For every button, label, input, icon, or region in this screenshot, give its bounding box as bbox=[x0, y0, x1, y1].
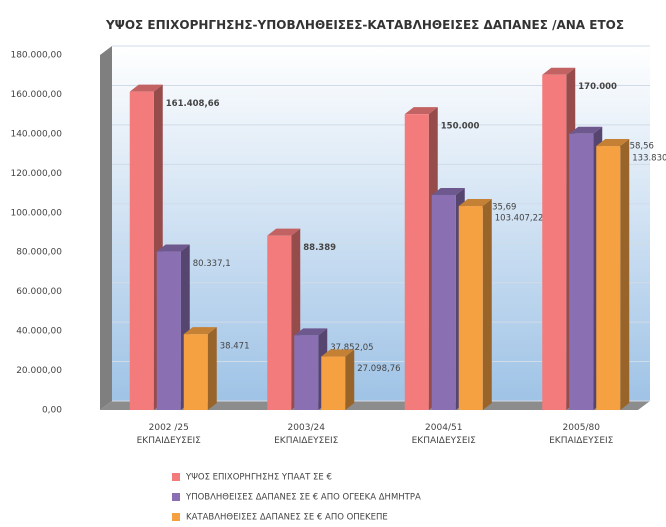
y-tick-label: 20.000,00 bbox=[16, 366, 62, 376]
back-wall bbox=[112, 46, 650, 401]
data-label: 150.000 bbox=[441, 122, 480, 132]
y-tick-label: 120.000,00 bbox=[10, 169, 62, 179]
bar-top bbox=[569, 126, 603, 134]
data-label: 27.098,76 bbox=[357, 364, 400, 374]
chart-title: ΥΨΟΣ ΕΠΙΧΟΡΗΓΗΣΗΣ-ΥΠΟΒΛΗΘΕΙΣΕΣ-ΚΑΤΑΒΛΗΘΕ… bbox=[105, 18, 625, 32]
bar bbox=[267, 235, 292, 410]
x-tick-label: 2005/80 ΕΚΠΑΙΔΕΥΣΕΙΣ bbox=[549, 423, 614, 446]
data-label: 140.058,56 bbox=[605, 141, 654, 151]
bar bbox=[596, 146, 621, 411]
data-label: 80.337,1 bbox=[193, 259, 231, 269]
bar-top bbox=[267, 228, 301, 236]
y-tick-label: 100.000,00 bbox=[10, 208, 62, 218]
data-label: 38.471 bbox=[220, 342, 250, 352]
data-label: 37.852,05 bbox=[330, 343, 373, 353]
y-tick-label: 80.000,00 bbox=[16, 248, 62, 258]
legend-swatch bbox=[172, 473, 180, 481]
bar bbox=[542, 74, 567, 410]
bar bbox=[129, 91, 154, 410]
legend-swatch bbox=[172, 493, 180, 501]
y-tick-label: 60.000,00 bbox=[16, 287, 62, 297]
legend-label: ΥΨΟΣ ΕΠΙΧΟΡΗΓΗΣΗΣ ΥΠΑΑΤ ΣΕ € bbox=[185, 473, 332, 483]
data-label: 161.408,66 bbox=[166, 99, 220, 109]
legend-label: ΚΑΤΑΒΛΗΘΕΙΣΕΣ ΔΑΠΑΝΕΣ ΣΕ € ΑΠΟ ΟΠΕΚΕΠΕ bbox=[186, 513, 388, 523]
data-label: 170.000 bbox=[578, 82, 617, 92]
bar-top bbox=[542, 67, 576, 75]
bar bbox=[183, 334, 208, 410]
bar-top bbox=[596, 139, 630, 147]
bar-top bbox=[183, 327, 217, 335]
data-label: 103.407,22 bbox=[495, 214, 544, 224]
x-tick-label: 2004/51 ΕΚΠΑΙΔΕΥΣΕΙΣ bbox=[411, 423, 476, 446]
bar-top bbox=[458, 199, 492, 207]
bar-top bbox=[431, 187, 465, 195]
data-label: 88.389 bbox=[303, 243, 336, 253]
floor bbox=[100, 401, 650, 410]
y-tick-label: 40.000,00 bbox=[16, 327, 62, 337]
y-tick-label: 0,00 bbox=[42, 406, 62, 416]
bar-top bbox=[129, 84, 163, 92]
data-label: 109.035,69 bbox=[468, 202, 517, 212]
y-tick-label: 180.000,00 bbox=[10, 51, 62, 61]
bar-side bbox=[482, 199, 492, 410]
data-label: 133.830,09 bbox=[632, 154, 666, 164]
bar bbox=[321, 356, 346, 410]
bar-top bbox=[294, 328, 328, 336]
bar bbox=[569, 133, 594, 411]
x-tick-label: 2002 /25 ΕΚΠΑΙΔΕΥΣΕΙΣ bbox=[136, 423, 201, 446]
bar bbox=[156, 251, 181, 410]
y-tick-label: 160.000,00 bbox=[10, 90, 62, 100]
bar-top bbox=[321, 349, 355, 357]
bar bbox=[294, 335, 319, 410]
bar bbox=[431, 194, 456, 410]
bar-side bbox=[207, 327, 217, 410]
bar-side bbox=[620, 139, 630, 411]
bar bbox=[458, 206, 483, 410]
legend-swatch bbox=[172, 513, 180, 521]
y-tick-label: 140.000,00 bbox=[10, 129, 62, 139]
legend-label: ΥΠΟΒΛΗΘΕΙΣΕΣ ΔΑΠΑΝΕΣ ΣΕ € ΑΠΟ ΟΓΕΕΚΑ ΔΗΜ… bbox=[185, 493, 421, 503]
side-wall bbox=[100, 46, 112, 410]
bar-side bbox=[345, 349, 355, 410]
bar-top bbox=[404, 107, 438, 115]
x-tick-label: 2003/24 ΕΚΠΑΙΔΕΥΣΕΙΣ bbox=[274, 423, 339, 446]
bar-top bbox=[156, 244, 190, 252]
bar bbox=[404, 114, 429, 411]
